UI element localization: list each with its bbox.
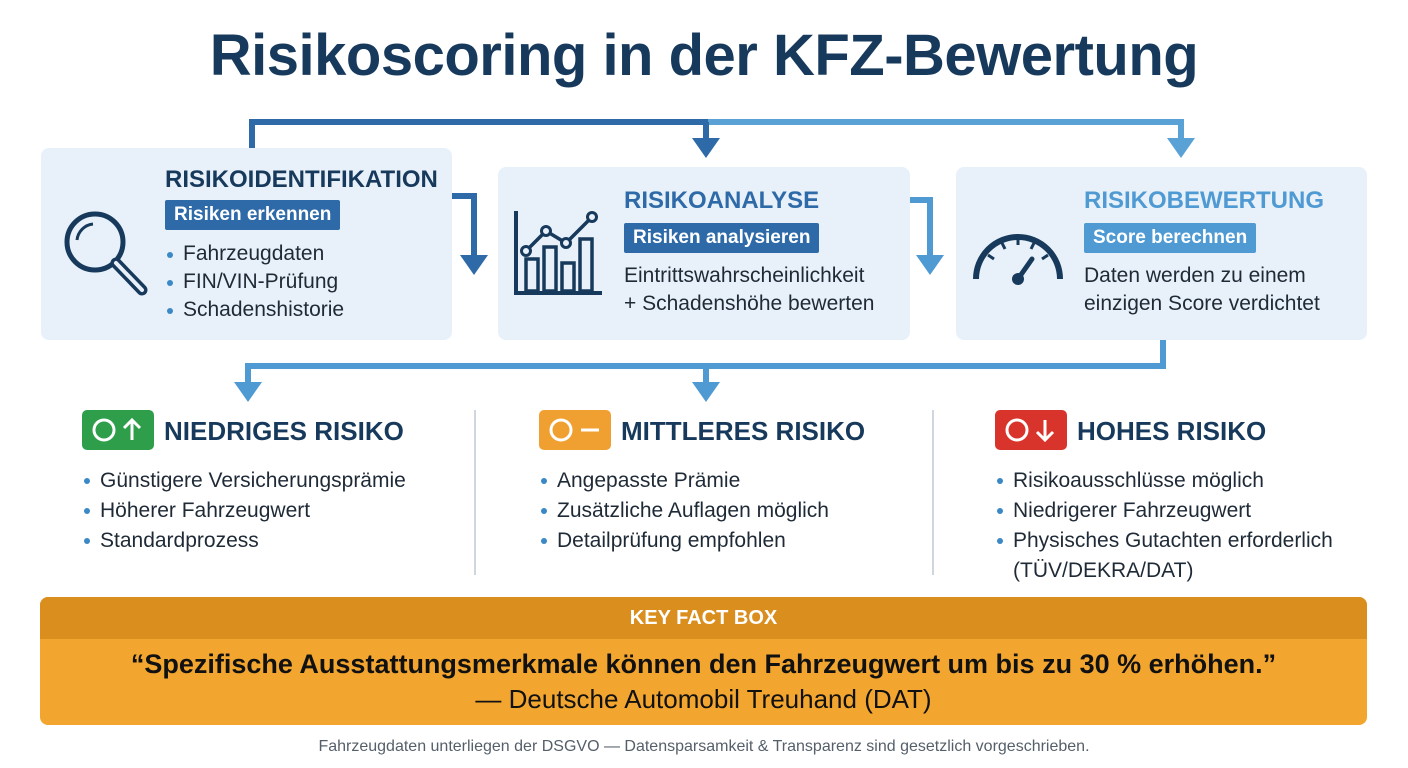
bottom-connector <box>245 340 1166 384</box>
desc-line: einzigen Score verdichtet <box>1084 292 1320 315</box>
step-bullets: Fahrzeugdaten FIN/VIN-Prüfung Schadenshi… <box>165 240 344 324</box>
desc-line: + Schadenshöhe bewerten <box>624 292 875 315</box>
risk-badge <box>995 410 1067 450</box>
footer-note: Fahrzeugdaten unterliegen der DSGVO — Da… <box>318 738 1090 755</box>
risk-bullets: Risikoausschlüsse möglich Niedrigerer Fa… <box>995 466 1333 586</box>
step-card-analysis: RISIKOANALYSE Risiken analysieren Eintri… <box>498 167 910 340</box>
list-item: Höherer Fahrzeugwert <box>82 496 406 526</box>
bar-line-chart-icon <box>514 211 602 295</box>
list-item: Zusätzliche Auflagen möglich <box>539 496 829 526</box>
desc-line: Daten werden zu einem <box>1084 264 1306 287</box>
step-tag: Score berechnen <box>1084 223 1257 253</box>
arrow-head-analysis <box>692 138 720 158</box>
step-description: Daten werden zu einem einzigen Score ver… <box>1084 262 1320 318</box>
desc-line: Eintrittswahrscheinlichkeit <box>624 264 865 287</box>
key-fact-source: — Deutsche Automobil Treuhand (DAT) <box>475 684 932 714</box>
list-item-line: (TÜV/DEKRA/DAT) <box>1013 559 1194 582</box>
risk-bullets: Angepasste Prämie Zusätzliche Auflagen m… <box>539 466 829 556</box>
top-connector <box>249 119 1184 148</box>
step-card-identification: RISIKOIDENTIFIKATION Risiken erkennen Fa… <box>41 148 452 340</box>
list-item: Günstigere Versicherungsprämie <box>82 466 406 496</box>
step-heading: RISIKOANALYSE <box>624 187 820 214</box>
connector-2-3 <box>910 197 933 258</box>
key-fact-label: KEY FACT BOX <box>40 597 1367 639</box>
step-tag: Risiken analysieren <box>624 223 820 253</box>
list-item: Fahrzeugdaten <box>165 240 344 268</box>
list-item: Standardprozess <box>82 526 406 556</box>
risk-heading: MITTLERES RISIKO <box>621 416 866 446</box>
magnifier-icon <box>64 211 148 296</box>
page-title: Risikoscoring in der KFZ-Bewertung <box>209 23 1199 88</box>
list-item: Detailprüfung empfohlen <box>539 526 829 556</box>
list-item-line: Physisches Gutachten erforderlich <box>1013 529 1333 552</box>
circle-dash-icon <box>549 418 599 442</box>
risk-heading: HOHES RISIKO <box>1077 416 1267 446</box>
column-divider <box>932 410 934 575</box>
list-item: Angepasste Prämie <box>539 466 829 496</box>
arrow-head-low <box>234 382 262 402</box>
arrow-head-mid <box>692 382 720 402</box>
connector-1-2 <box>452 193 477 258</box>
step-heading: RISIKOBEWERTUNG <box>1084 187 1324 214</box>
key-fact-quote: “Spezifische Ausstattungsmerkmale können… <box>130 649 1277 679</box>
step-card-evaluation: RISIKOBEWERTUNG Score berechnen Daten we… <box>956 167 1367 340</box>
list-item: Niedrigerer Fahrzeugwert <box>995 496 1333 526</box>
gauge-icon <box>973 234 1063 285</box>
risk-heading: NIEDRIGES RISIKO <box>164 416 404 446</box>
list-item: Risikoausschlüsse möglich <box>995 466 1333 496</box>
key-fact-box: KEY FACT BOX “Spezifische Ausstattungsme… <box>40 597 1367 725</box>
step-tag: Risiken erkennen <box>165 200 341 230</box>
circle-arrow-up-icon <box>92 417 142 442</box>
circle-arrow-down-icon <box>1005 418 1055 443</box>
step-heading: RISIKOIDENTIFIKATION <box>165 166 438 193</box>
risk-badge <box>82 410 154 450</box>
list-item: Physisches Gutachten erforderlich (TÜV/D… <box>995 526 1333 586</box>
risk-badge <box>539 410 611 450</box>
arrow-head-evaluation <box>1167 138 1195 158</box>
column-divider <box>474 410 476 575</box>
risk-bullets: Günstigere Versicherungsprämie Höherer F… <box>82 466 406 556</box>
list-item: Schadenshistorie <box>165 296 344 324</box>
step-description: Eintrittswahrscheinlichkeit + Schadenshö… <box>624 262 874 318</box>
list-item: FIN/VIN-Prüfung <box>165 268 344 296</box>
